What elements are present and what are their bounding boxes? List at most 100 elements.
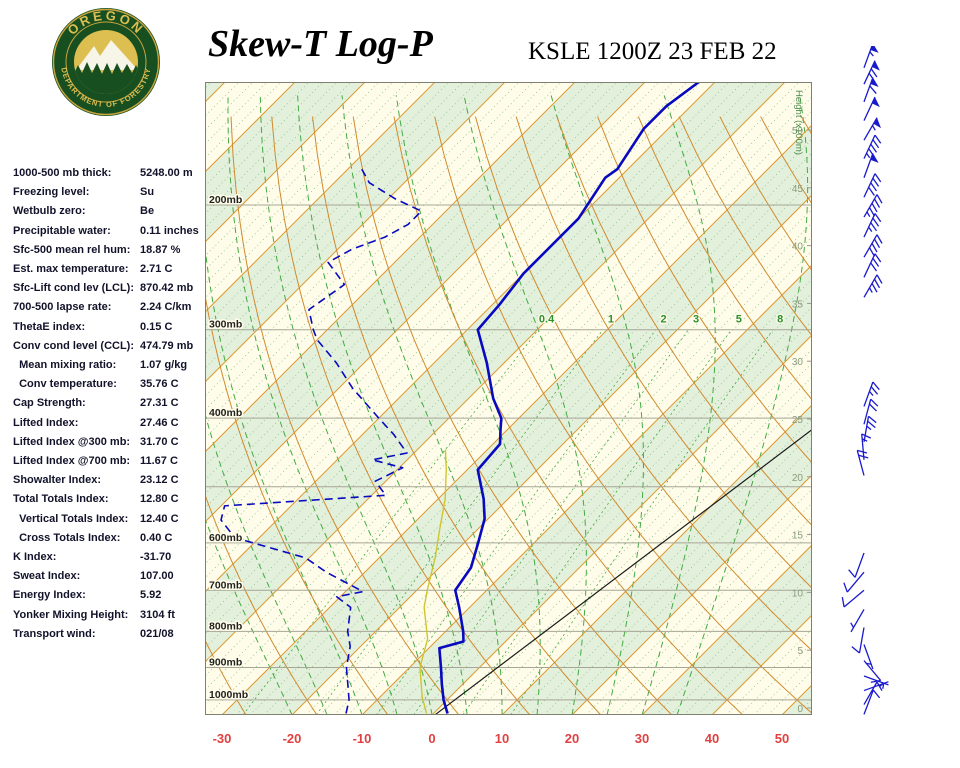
isotherm [641, 544, 812, 715]
chart-border [205, 82, 812, 715]
pressure-label: 700mb [209, 579, 242, 591]
mixing-ratio-label: 2 [660, 313, 666, 325]
index-value: Be [140, 205, 155, 218]
index-value: 2.71 C [140, 263, 173, 276]
index-row: Precipitable water: 0.11 inches [13, 222, 208, 241]
index-label: K Index: [13, 551, 57, 564]
index-label: Lifted Index @300 mb: [13, 435, 131, 448]
wind-barb [863, 117, 881, 141]
wind-barb [863, 234, 883, 258]
isotherm [205, 82, 646, 523]
pressure-label: 400mb [209, 407, 242, 419]
wind-barb [863, 153, 879, 178]
index-label: Total Totals Index: [13, 493, 109, 506]
wind-barb [863, 213, 882, 238]
wetbulb-trace [419, 449, 447, 714]
index-label: Cross Totals Index: [13, 531, 121, 544]
index-row: Mean mixing ratio: 1.07 g/kg [13, 356, 208, 375]
wind-barb [863, 398, 879, 425]
index-row: Sfc-500 mean rel hum: 18.87 % [13, 241, 208, 260]
isotherm [291, 194, 812, 715]
temp-axis-label: 0 [428, 731, 435, 746]
index-label: Lifted Index: [13, 416, 79, 429]
index-row: Wetbulb zero: Be [13, 202, 208, 221]
index-value: Su [140, 186, 155, 199]
index-label: ThetaE index: [13, 320, 86, 333]
index-value: 021/08 [140, 627, 174, 640]
wind-barb [856, 449, 869, 476]
index-value: 5.92 [140, 589, 162, 602]
wind-barb [851, 627, 865, 654]
pressure-label: 900mb [209, 657, 242, 669]
moist-adiabat [297, 95, 468, 715]
index-label: 700-500 lapse rate: [13, 301, 112, 314]
mixing-ratio-line [510, 329, 774, 715]
index-row: Cap Strength: 27.31 C [13, 394, 208, 413]
index-value: 12.40 C [140, 512, 179, 525]
moist-adiabat [676, 95, 809, 715]
dewpoint-trace [220, 168, 423, 714]
pressure-label: 1000mb [209, 689, 248, 701]
height-tick-label: 0 [797, 704, 803, 715]
isotherm [431, 334, 812, 715]
temp-axis-label: 40 [705, 731, 719, 746]
height-tick-label: 20 [792, 473, 804, 484]
wind-barb [863, 415, 877, 442]
height-tick-label: 45 [792, 184, 804, 195]
wind-barb [863, 96, 880, 121]
index-label: Lifted Index @700 mb: [13, 455, 131, 468]
index-row: Total Totals Index: 12.80 C [13, 490, 208, 509]
index-value: 35.76 C [140, 378, 179, 391]
mixing-ratio-label: 3 [693, 313, 699, 325]
temp-axis-label: 30 [635, 731, 649, 746]
index-label: Conv cond level (CCL): [13, 339, 135, 352]
index-value: 3104 ft [140, 608, 175, 621]
index-value: 5248.00 m [140, 167, 193, 179]
index-value: 0.15 C [140, 320, 173, 333]
height-axis-title: Height (x100m) [793, 90, 804, 155]
index-value: 1.07 g/kg [140, 359, 188, 372]
index-value: 2.24 C/km [140, 301, 192, 314]
index-value: 31.70 C [140, 435, 179, 448]
index-row: Lifted Index @300 mb: 31.70 C [13, 433, 208, 452]
index-value: 18.87 % [140, 243, 181, 256]
wind-barb [863, 381, 880, 407]
index-value: 23.12 C [140, 474, 179, 487]
skewt-chart: 200mb 300mb 400mb 600mb 700mb 800mb 900mb 1000m… [205, 82, 812, 746]
temp-axis-label: 10 [495, 731, 509, 746]
wind-barb [843, 571, 865, 593]
index-value: 12.80 C [140, 493, 179, 506]
index-value: 11.67 C [140, 455, 178, 468]
index-value: 27.46 C [140, 416, 179, 429]
index-label: Yonker Mixing Height: [13, 608, 129, 621]
index-label: Mean mixing ratio: [13, 359, 117, 372]
logo-mountain [76, 40, 138, 70]
temp-axis-label: -20 [283, 731, 302, 746]
wind-barb [863, 253, 882, 278]
wind-barb-column [841, 46, 889, 715]
moist-adiabat [205, 412, 328, 715]
wind-barb [861, 433, 872, 460]
isotherm [205, 82, 436, 313]
index-row: 700-500 lapse rate: 2.24 C/km [13, 298, 208, 317]
index-row: Lifted Index @700 mb: 11.67 C [13, 452, 208, 471]
height-tick-label: 10 [792, 588, 804, 599]
index-row: Energy Index: 5.92 [13, 586, 208, 605]
logo-ground [74, 76, 138, 94]
isotherm [361, 264, 812, 715]
index-row: Est. max temperature: 2.71 C [13, 260, 208, 279]
height-tick-label: 30 [792, 357, 804, 368]
mixing-ratio-label: 0.4 [539, 313, 555, 325]
height-tick-label: 35 [792, 299, 804, 310]
index-value: -31.70 [140, 551, 172, 564]
moist-adiabat [641, 95, 716, 715]
reference-line [434, 428, 812, 715]
index-value: 0.11 inches [140, 224, 199, 237]
temp-axis-label: -30 [213, 731, 232, 746]
index-value: 474.79 mb [140, 339, 194, 352]
index-label: Sweat Index: [13, 570, 81, 583]
index-label: 1000-500 mb thick: [13, 167, 112, 179]
wind-barb [863, 46, 879, 69]
height-tick-label: 40 [792, 242, 804, 253]
mixing-ratio-line [376, 329, 657, 715]
